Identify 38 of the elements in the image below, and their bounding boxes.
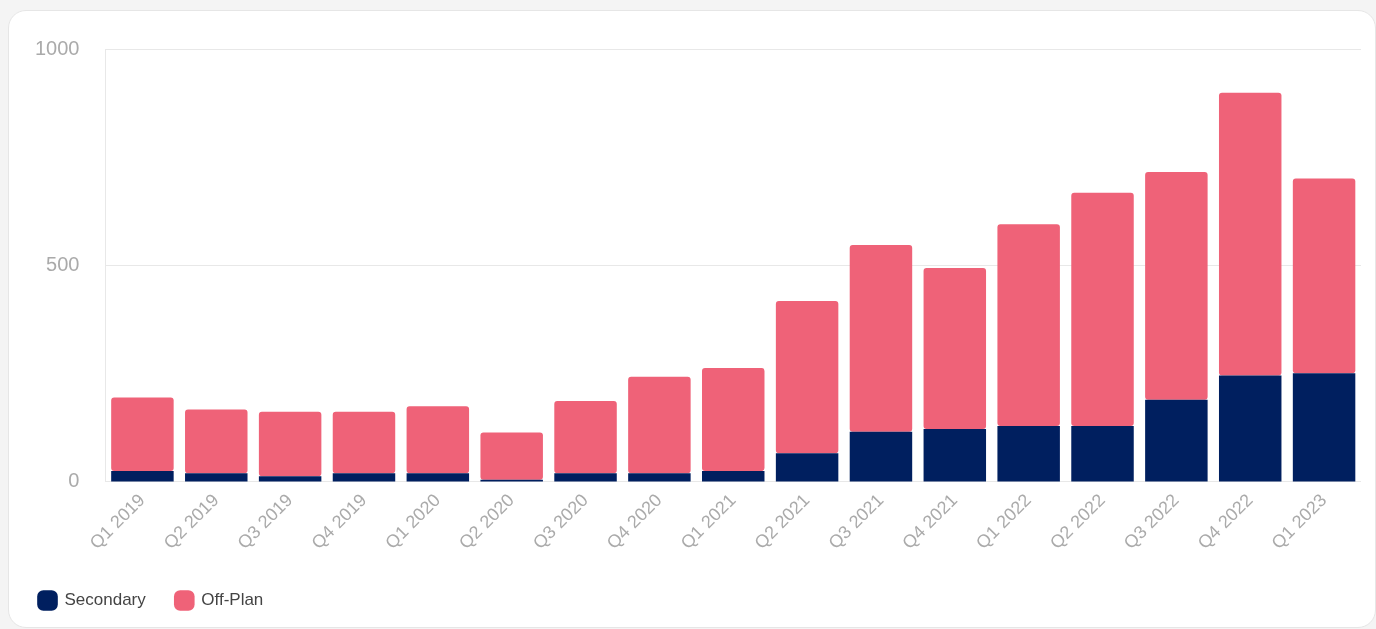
- bar: [185, 409, 248, 474]
- bar: [1071, 426, 1134, 482]
- bar: [1292, 178, 1356, 374]
- y-tick-label: 1000: [34, 36, 80, 59]
- bar: [258, 476, 322, 482]
- bar: [702, 471, 765, 482]
- bar: [775, 453, 839, 482]
- bar: [554, 473, 617, 482]
- bar: [628, 473, 691, 482]
- bar: [849, 431, 913, 482]
- y-tick-label: 0: [68, 469, 80, 492]
- bar: [332, 473, 396, 482]
- bar: [702, 368, 765, 472]
- bar: [554, 400, 617, 474]
- bar: [406, 473, 470, 482]
- bar: [1218, 92, 1282, 376]
- bar: [406, 406, 470, 474]
- bar: [111, 397, 174, 472]
- bar: [997, 224, 1060, 427]
- bar: [111, 471, 174, 482]
- bar: [185, 473, 248, 482]
- bar: [1145, 399, 1208, 482]
- legend-label: Secondary: [64, 590, 147, 610]
- y-tick-label: 500: [46, 252, 80, 275]
- bar: [923, 268, 987, 430]
- bar: [332, 411, 396, 474]
- bar: [1145, 171, 1208, 400]
- bar: [628, 376, 691, 474]
- bar: [997, 426, 1060, 482]
- bar: [923, 429, 987, 482]
- legend-label: Off-Plan: [201, 590, 264, 610]
- bar: [849, 245, 913, 432]
- bar: [1071, 192, 1134, 427]
- bar: [775, 300, 839, 454]
- bar: [1292, 373, 1356, 482]
- bar: [480, 432, 543, 480]
- bar: [1218, 375, 1282, 482]
- bar: [258, 411, 322, 477]
